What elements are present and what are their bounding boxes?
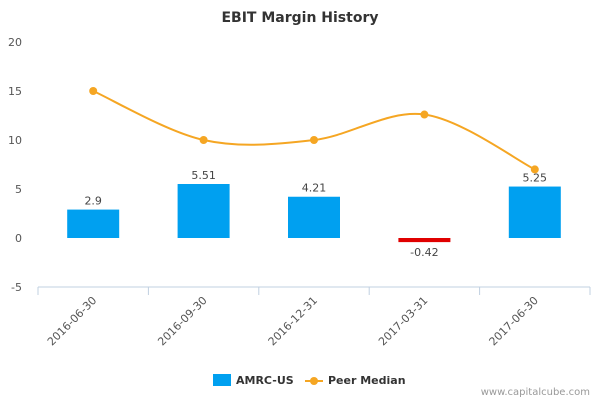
y-tick-label: 20 [8, 36, 22, 49]
y-tick-label: 15 [8, 85, 22, 98]
y-tick-label: 10 [8, 134, 22, 147]
bar [177, 184, 230, 238]
bar-series [67, 184, 561, 243]
legend-marker [310, 377, 318, 385]
data-labels: 2.9 5.51 4.21 -0.42 5.25 [84, 169, 547, 259]
y-tick-label: -5 [11, 281, 22, 294]
chart-title: EBIT Margin History [221, 10, 378, 26]
line-point [310, 136, 318, 144]
line-point [420, 110, 429, 119]
x-tick-label: 2017-03-31 [376, 294, 430, 348]
bar [288, 196, 340, 238]
data-label: -0.42 [410, 246, 438, 259]
x-tick-label: 2016-06-30 [45, 294, 99, 348]
legend-label: AMRC-US [236, 374, 294, 387]
credit-text: www.capitalcube.com [481, 387, 590, 398]
peer-median-line [92, 90, 536, 171]
line-series [89, 87, 539, 174]
y-tick-label: 0 [15, 232, 22, 245]
x-axis: 2016-06-30 2016-09-30 2016-12-31 2017-03-31… [37, 286, 591, 348]
line-point [199, 136, 208, 144]
y-axis: -5 0 5 10 15 20 [8, 36, 22, 294]
y-tick-label: 5 [15, 183, 22, 196]
x-tick-label: 2017-06-30 [487, 294, 541, 348]
x-tick-label: 2016-09-30 [155, 294, 209, 348]
bar [398, 238, 451, 243]
line-point [89, 87, 98, 95]
data-label: 4.21 [302, 182, 327, 195]
data-label: 2.9 [84, 195, 102, 208]
data-label: 5.51 [191, 169, 216, 182]
legend: AMRC-US Peer Median [213, 374, 406, 387]
line-point [530, 165, 539, 174]
legend-swatch-bar [213, 374, 231, 386]
x-tick-label: 2016-12-31 [266, 294, 320, 348]
data-label: 5.25 [523, 172, 548, 185]
bar [67, 209, 120, 238]
bar [508, 186, 561, 238]
legend-label: Peer Median [328, 374, 406, 387]
